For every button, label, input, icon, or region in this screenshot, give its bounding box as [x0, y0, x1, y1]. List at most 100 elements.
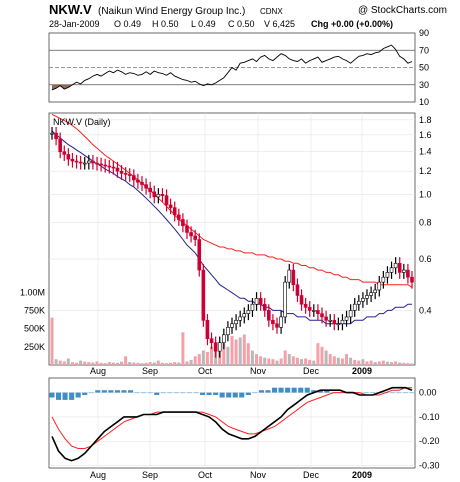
price-candle — [123, 173, 128, 175]
macd-x-tick-label: Dec — [303, 470, 320, 480]
price-candle — [397, 263, 402, 273]
volume-bar — [234, 339, 238, 365]
volume-bar — [230, 335, 234, 365]
price-chart: 1.8 1.6 1.4 1.2 1.0 0.8 0.6 0.4 1.00M 750K 500K 250… — [20, 113, 432, 376]
price-tick-label: 1.0 — [419, 189, 432, 199]
volume-bar — [349, 357, 353, 365]
volume-bar — [107, 362, 111, 365]
volume-bar — [205, 351, 209, 365]
macd-histogram-bar — [206, 392, 212, 395]
price-candle — [279, 316, 283, 328]
volume-bar — [160, 362, 164, 365]
price-candle — [95, 162, 99, 165]
volume-bar — [50, 317, 54, 365]
price-candle — [275, 323, 279, 328]
volume-bar — [62, 361, 66, 365]
volume-bar — [287, 354, 291, 365]
price-candle — [406, 269, 410, 278]
price-candle — [234, 319, 238, 325]
macd-histogram-bar — [88, 392, 94, 394]
price-candle — [312, 310, 316, 312]
price-candle — [352, 303, 357, 311]
price-candle — [209, 338, 214, 344]
price-candle — [242, 313, 247, 318]
price-tick-label: 1.8 — [419, 115, 432, 125]
price-candle — [62, 151, 67, 155]
price-tick-label: 0.6 — [419, 254, 432, 264]
volume-bar — [189, 359, 193, 365]
volume-bar — [394, 361, 398, 365]
volume-bar — [185, 361, 189, 365]
volume-bar — [365, 361, 369, 365]
macd-histogram-bar — [370, 392, 376, 394]
macd-tick-label: -0.30 — [419, 461, 440, 471]
macd-histogram-bar — [95, 390, 101, 393]
volume-bar — [373, 362, 377, 365]
price-candle — [389, 267, 394, 273]
macd-histogram-bar — [409, 392, 415, 394]
volume-bar — [385, 361, 389, 365]
volume-bar — [295, 357, 299, 365]
volume-bar — [410, 363, 414, 365]
price-candle — [393, 263, 398, 269]
macd-histogram-bar — [160, 392, 166, 394]
volume-bar — [255, 354, 258, 365]
macd-histogram-bar — [232, 392, 238, 398]
price-candle — [291, 269, 296, 286]
macd-histogram-bar — [62, 392, 68, 400]
volume-tick-label: 750K — [24, 305, 45, 315]
price-candle — [328, 319, 332, 322]
volume-bar — [218, 351, 222, 365]
price-candle — [385, 272, 390, 278]
volume-bar — [369, 360, 373, 365]
price-candle — [348, 310, 353, 318]
volume-bar — [300, 359, 303, 365]
volume-bar — [312, 360, 316, 365]
price-candle — [295, 284, 300, 296]
volume-bar — [197, 354, 201, 365]
volume-bar — [70, 362, 74, 365]
macd-histogram-bar — [121, 390, 127, 393]
volume-bar — [66, 358, 70, 365]
price-candle — [299, 295, 304, 305]
rsi-tick-label: 10 — [419, 97, 429, 107]
exchange-label: CDNX — [260, 7, 283, 16]
volume-bar — [377, 361, 381, 365]
price-candle — [369, 292, 373, 296]
price-candle — [152, 191, 157, 198]
price-candle — [70, 158, 75, 162]
price-candle — [373, 289, 377, 294]
volume-bar — [271, 359, 275, 365]
volume-bar — [87, 362, 91, 365]
volume-bar — [58, 360, 62, 365]
price-candle — [164, 195, 169, 206]
price-candle — [82, 162, 87, 165]
volume-tick-label: 1.00M — [20, 287, 45, 297]
price-candle — [160, 194, 165, 196]
rsi-tick-label: 70 — [419, 45, 429, 55]
macd-histogram-bar — [272, 387, 278, 393]
macd-histogram-bar — [75, 392, 81, 398]
stat-date: 28-Jan-2009 — [49, 19, 100, 29]
macd-histogram-bar — [82, 392, 88, 395]
rsi-line — [51, 44, 413, 91]
volume-bar — [111, 362, 115, 365]
price-candle — [262, 303, 267, 311]
price-candle — [177, 214, 181, 220]
volume-bar — [275, 360, 279, 365]
price-legend: NKW.V (Daily) — [53, 117, 111, 127]
price-candle — [258, 298, 263, 305]
volume-bar — [173, 362, 177, 365]
volume-bar — [250, 350, 254, 365]
macd-histogram-bar — [265, 390, 271, 393]
volume-bar — [201, 350, 205, 365]
ma-red-line — [51, 113, 413, 288]
macd-histogram-bar — [291, 387, 297, 393]
macd-histogram-bar — [69, 392, 75, 400]
macd-histogram-bar — [180, 392, 186, 394]
volume-bar — [320, 346, 324, 365]
price-candle — [58, 138, 62, 152]
rsi-tick-label: 30 — [419, 80, 429, 90]
volume-bar — [324, 350, 328, 365]
volume-tick-label: 500K — [24, 324, 45, 334]
